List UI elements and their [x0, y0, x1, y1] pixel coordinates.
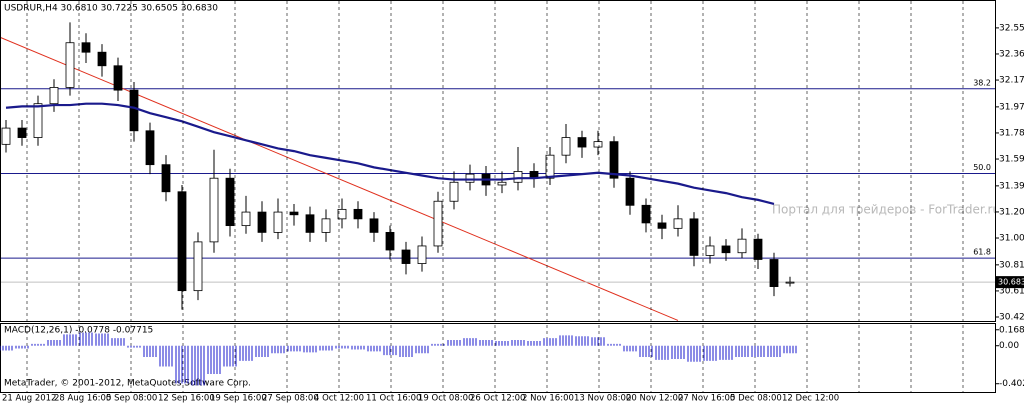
x-tick-label: 27 Nov 16:00 — [678, 394, 735, 403]
candle-body — [433, 200, 443, 247]
candle-body — [289, 211, 299, 216]
current-price-label: 30.6830 — [998, 278, 1024, 287]
candle-body — [785, 281, 795, 284]
watermark: Портал для трейдеров - ForTrader.ru — [772, 203, 1000, 217]
candle-body — [593, 141, 603, 148]
macd-y-tick-label: 0.16891 — [999, 325, 1024, 335]
candle-body — [721, 245, 731, 254]
x-tick-label: 21 Aug 2012 — [2, 394, 56, 403]
current-price-box — [996, 276, 1024, 289]
x-tick-label: 19 Oct 08:00 — [418, 394, 473, 403]
y-tick-label: 31.9765 — [999, 102, 1024, 112]
macd-y-tick-label: -0.40234 — [999, 379, 1024, 389]
candle-body — [177, 191, 187, 292]
fib-label: 61.8 — [973, 248, 991, 257]
x-tick-label: 12 Dec 12:00 — [782, 394, 839, 403]
candle-body — [1, 127, 11, 145]
y-tick-label: 30.6180 — [999, 286, 1024, 296]
x-tick-label: 27 Sep 08:00 — [262, 394, 319, 403]
candle-body — [81, 42, 91, 53]
candle-body — [401, 249, 411, 264]
candle-body — [353, 208, 363, 220]
candle-body — [33, 103, 43, 138]
x-tick-label: 26 Oct 12:00 — [470, 394, 525, 403]
candle-body — [129, 89, 139, 132]
candle-body — [49, 87, 59, 105]
candle-body — [193, 241, 203, 292]
y-tick-label: 32.3670 — [999, 49, 1024, 59]
candle-body — [417, 245, 427, 264]
candle-body — [737, 238, 747, 254]
y-tick-label: 31.7840 — [999, 128, 1024, 138]
candle-body — [465, 173, 475, 183]
y-tick-label: 31.2010 — [999, 207, 1024, 217]
x-tick-label: 5 Dec 08:00 — [730, 394, 782, 403]
candle-body — [449, 181, 459, 202]
candle-body — [209, 177, 219, 243]
moving-average — [5, 102, 775, 206]
x-tick-label: 13 Nov 08:00 — [574, 394, 631, 403]
candle-body — [385, 231, 395, 251]
y-tick-label: 32.5595 — [999, 23, 1024, 33]
candle-body — [161, 164, 171, 193]
candle-body — [657, 222, 667, 229]
x-tick-label: 20 Nov 12:00 — [626, 394, 683, 403]
candle-body — [705, 245, 715, 256]
candle-body — [65, 42, 75, 88]
fib-label: 38.2 — [973, 78, 991, 87]
y-tick-label: 30.8105 — [999, 260, 1024, 270]
main-frame — [0, 0, 996, 322]
x-tick-label: 28 Aug 16:00 — [54, 394, 111, 403]
candle-body — [337, 208, 347, 220]
candle-body — [273, 211, 283, 233]
y-tick-label: 31.0085 — [999, 234, 1024, 244]
candle-body — [753, 238, 763, 260]
candle-body — [257, 211, 267, 233]
candle-body — [545, 154, 555, 179]
candle-body — [145, 130, 155, 166]
x-tick-label: 5 Sep 08:00 — [106, 394, 157, 403]
fib-label: 50.0 — [973, 163, 991, 172]
candle-body — [513, 171, 523, 183]
y-tick-label: 31.5915 — [999, 155, 1024, 165]
chart-title: USDRUR,H4 30.6810 30.7225 30.6505 30.683… — [4, 4, 218, 14]
x-tick-label: 4 Oct 12:00 — [314, 394, 364, 403]
y-tick-label: 30.4255 — [999, 313, 1024, 323]
candle-body — [225, 177, 235, 227]
candle-body — [673, 218, 683, 229]
x-tick-label: 12 Sep 16:00 — [158, 394, 215, 403]
macd-y-tick-label: 0.00 — [999, 341, 1019, 351]
candle-body — [609, 141, 619, 179]
macd-frame — [0, 323, 996, 393]
x-tick-label: 19 Sep 16:00 — [210, 394, 267, 403]
candle-body — [641, 204, 651, 224]
trendline — [1, 37, 679, 321]
footer: MetaTrader, © 2001-2012, MetaQuotes Soft… — [4, 379, 251, 389]
candle-body — [497, 181, 507, 186]
main-panel: 38.2 50.0 61.8 Портал для трейдеров - ForTr… — [1, 22, 1000, 321]
candle-body — [305, 214, 315, 233]
y-tick-label: 32.1745 — [999, 76, 1024, 86]
candle-body — [241, 211, 251, 227]
candle-body — [113, 65, 123, 91]
candle-body — [321, 218, 331, 233]
x-tick-label: 2 Nov 16:00 — [522, 394, 574, 403]
candle-body — [17, 127, 27, 138]
macd-label: MACD(12,26,1) -0.0778 -0.07715 — [4, 326, 153, 336]
candle-body — [577, 137, 587, 148]
y-tick-label: 31.3935 — [999, 181, 1024, 191]
candle-body — [369, 218, 379, 233]
x-tick-label: 11 Oct 16:00 — [366, 394, 421, 403]
candle-body — [689, 218, 699, 256]
candle-body — [97, 51, 107, 67]
candle-body — [625, 177, 635, 206]
candle-body — [769, 259, 779, 287]
candle-body — [561, 137, 571, 156]
